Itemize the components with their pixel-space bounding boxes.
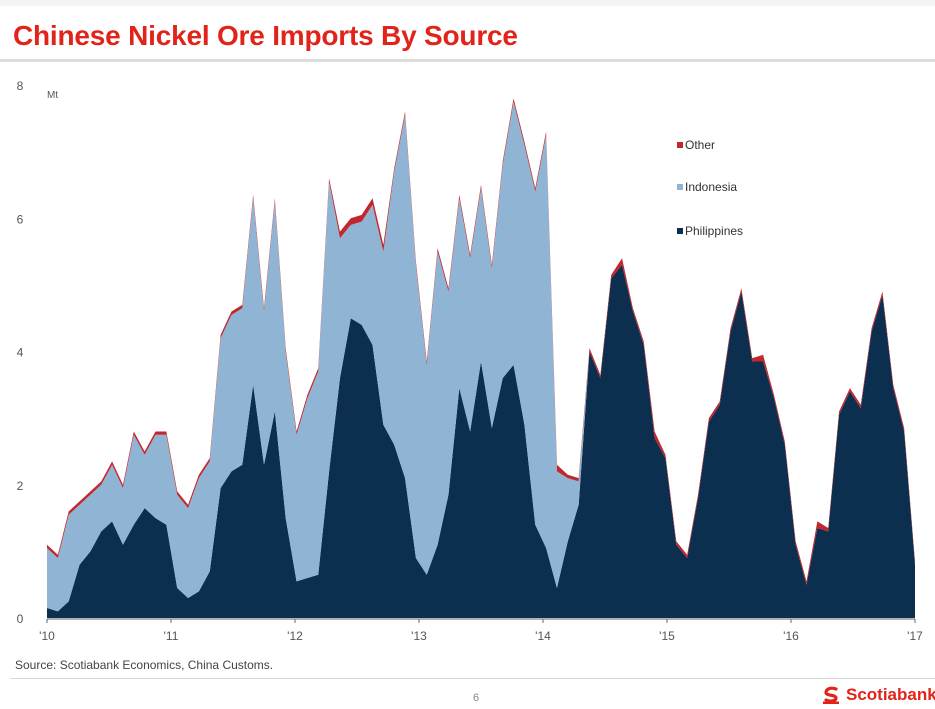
page-title: Chinese Nickel Ore Imports By Source (13, 20, 518, 51)
title-divider (0, 59, 935, 62)
scotiabank-s-icon (823, 686, 839, 704)
legend-label-indonesia: Indonesia (685, 180, 737, 194)
y-tick-label: 4 (17, 346, 24, 360)
x-tick-label: '17 (907, 629, 923, 643)
y-tick-label: 2 (17, 479, 24, 493)
legend-label-philippines: Philippines (685, 224, 743, 238)
chart-axes: 0 2 4 6 8 Mt '10 '11 '12 '13 '14 '15 '16 '17 (17, 79, 923, 643)
chart-areas (47, 98, 915, 618)
x-tick-label: '11 (164, 629, 179, 643)
legend-label-other: Other (685, 138, 715, 152)
source-note: Source: Scotiabank Economics, China Cust… (15, 658, 274, 672)
x-tick-label: '13 (411, 629, 427, 643)
y-tick-label: 0 (17, 612, 24, 626)
legend-swatch-indonesia (677, 184, 683, 190)
x-tick-label: '15 (659, 629, 675, 643)
logo-text: Scotiabank (846, 685, 935, 704)
area-chart: 0 2 4 6 8 Mt '10 '11 '12 '13 '14 '15 '16 '17 Other Ind… (17, 79, 923, 643)
area-philippines (47, 264, 915, 618)
legend-swatch-other (677, 142, 683, 148)
y-tick-label: 6 (17, 212, 24, 226)
x-tick-label: '14 (535, 629, 551, 643)
page-number: 6 (473, 692, 480, 704)
x-tick-label: '16 (783, 629, 799, 643)
scotiabank-logo: Scotiabank (822, 685, 935, 705)
unit-label: Mt (47, 90, 58, 101)
top-bar (0, 0, 935, 6)
x-tick-label: '12 (287, 629, 303, 643)
footer-divider (10, 678, 935, 679)
legend-swatch-philippines (677, 228, 683, 234)
x-tick-label: '10 (39, 629, 55, 643)
chart-legend: Other Indonesia Philippines (677, 138, 743, 238)
area-indonesia (47, 101, 915, 612)
y-tick-label: 8 (17, 79, 24, 93)
